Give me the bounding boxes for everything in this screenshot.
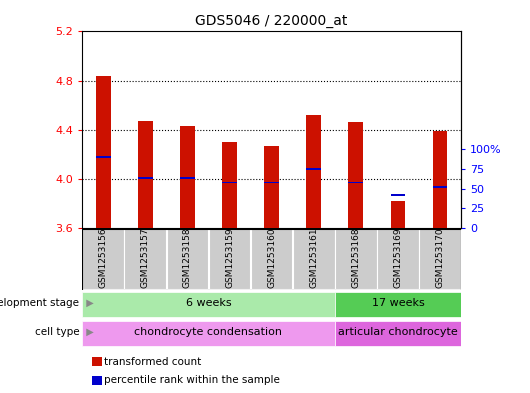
Text: percentile rank within the sample: percentile rank within the sample bbox=[104, 375, 280, 386]
Bar bbox=[264, 182, 279, 184]
FancyBboxPatch shape bbox=[251, 230, 293, 289]
FancyBboxPatch shape bbox=[377, 230, 419, 289]
Text: 6 weeks: 6 weeks bbox=[186, 298, 231, 308]
Title: GDS5046 / 220000_at: GDS5046 / 220000_at bbox=[196, 14, 348, 28]
Bar bbox=[138, 121, 153, 228]
Text: chondrocyte condensation: chondrocyte condensation bbox=[135, 327, 282, 337]
FancyBboxPatch shape bbox=[166, 230, 208, 289]
Bar bbox=[92, 376, 102, 385]
Bar bbox=[96, 75, 111, 228]
Bar bbox=[432, 131, 447, 228]
Text: GSM1253160: GSM1253160 bbox=[267, 228, 276, 288]
FancyBboxPatch shape bbox=[293, 230, 334, 289]
Text: cell type: cell type bbox=[35, 327, 80, 337]
Text: GSM1253157: GSM1253157 bbox=[141, 228, 150, 288]
Bar bbox=[348, 182, 363, 184]
Text: ▶: ▶ bbox=[80, 298, 93, 308]
Text: GSM1253170: GSM1253170 bbox=[436, 228, 445, 288]
Bar bbox=[264, 146, 279, 228]
Text: 17 weeks: 17 weeks bbox=[372, 298, 425, 308]
Text: GSM1253156: GSM1253156 bbox=[99, 228, 108, 288]
Bar bbox=[391, 201, 405, 228]
FancyBboxPatch shape bbox=[335, 292, 461, 317]
Text: transformed count: transformed count bbox=[104, 356, 201, 367]
Bar bbox=[306, 168, 321, 170]
FancyBboxPatch shape bbox=[82, 292, 335, 317]
Bar bbox=[180, 177, 195, 178]
Text: development stage: development stage bbox=[0, 298, 80, 308]
Text: GSM1253161: GSM1253161 bbox=[309, 228, 318, 288]
FancyBboxPatch shape bbox=[419, 230, 461, 289]
Bar bbox=[391, 194, 405, 196]
Bar bbox=[348, 122, 363, 228]
Text: GSM1253159: GSM1253159 bbox=[225, 228, 234, 288]
Bar bbox=[306, 115, 321, 228]
Bar bbox=[222, 182, 237, 184]
Bar bbox=[92, 357, 102, 366]
Text: ▶: ▶ bbox=[80, 327, 93, 337]
Text: GSM1253158: GSM1253158 bbox=[183, 228, 192, 288]
FancyBboxPatch shape bbox=[209, 230, 250, 289]
FancyBboxPatch shape bbox=[335, 230, 377, 289]
Text: articular chondrocyte: articular chondrocyte bbox=[338, 327, 458, 337]
Bar bbox=[96, 156, 111, 158]
FancyBboxPatch shape bbox=[82, 321, 335, 346]
Text: GSM1253168: GSM1253168 bbox=[351, 228, 360, 288]
FancyBboxPatch shape bbox=[335, 321, 461, 346]
Bar bbox=[180, 126, 195, 228]
FancyBboxPatch shape bbox=[82, 230, 124, 289]
FancyBboxPatch shape bbox=[125, 230, 166, 289]
Bar bbox=[432, 187, 447, 188]
Bar bbox=[138, 177, 153, 178]
Text: GSM1253169: GSM1253169 bbox=[393, 228, 402, 288]
Bar bbox=[222, 142, 237, 228]
